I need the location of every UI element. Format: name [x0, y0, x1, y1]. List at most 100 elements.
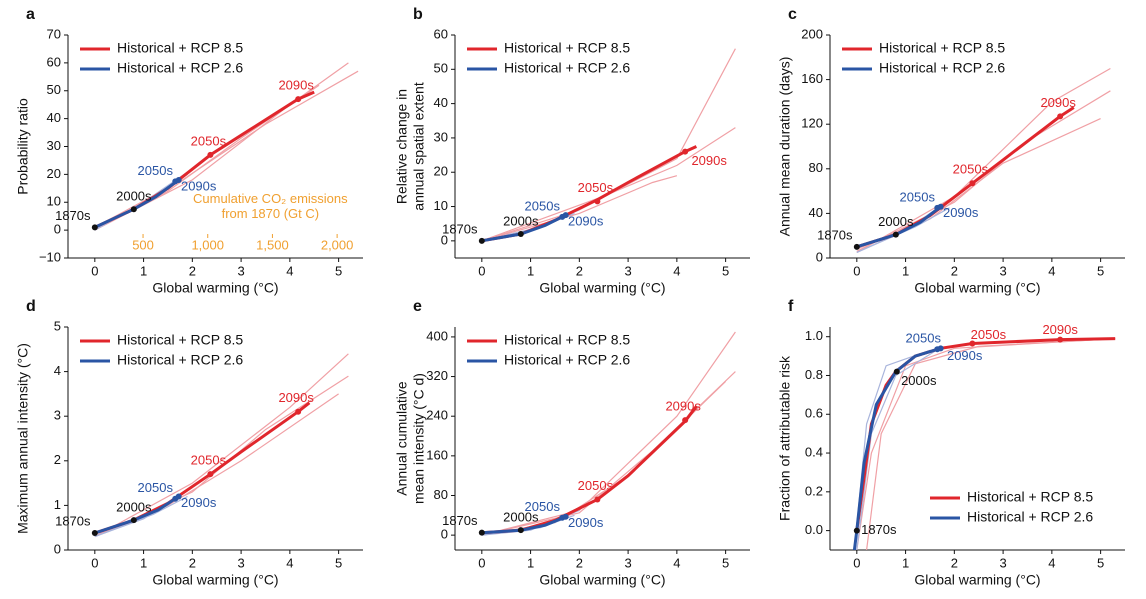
x-tick-label: 2	[576, 263, 583, 278]
decade-label: 2000s	[116, 189, 152, 204]
x-tick-label: 5	[335, 555, 342, 570]
y-tick-label: 160	[801, 71, 823, 86]
x-tick-label: 3	[624, 263, 631, 278]
x-tick-label: 2	[576, 555, 583, 570]
decade-label: 2000s	[116, 500, 152, 515]
x-axis-label: Global warming (°C)	[914, 280, 1040, 296]
x-tick-label: 2	[951, 555, 958, 570]
y-tick-label: 10	[434, 198, 448, 213]
decade-point	[562, 212, 569, 219]
y-tick-label: 0.8	[805, 367, 823, 382]
y-tick-label: 2	[54, 452, 61, 467]
decade-point	[207, 151, 214, 158]
panel: a −10 0 10 20 30 40 50 60 70 0 1 2 3 4 5 Global warming …	[15, 6, 363, 296]
legend-label: Historical + RCP 2.6	[504, 352, 630, 368]
y-tick-label: 60	[434, 26, 448, 41]
y-tick-label: 40	[47, 110, 61, 125]
decade-point	[91, 224, 98, 231]
ensemble-line	[481, 175, 678, 242]
x-tick-label: 2	[951, 263, 958, 278]
y-tick-label: 160	[426, 447, 448, 462]
decade-point	[937, 203, 944, 210]
mean-line	[94, 495, 180, 535]
panel-letter: c	[788, 6, 797, 23]
decade-label: 2000s	[878, 214, 914, 229]
decade-point	[1057, 336, 1064, 343]
mean-line	[856, 205, 942, 249]
y-tick-label: 1	[54, 497, 61, 512]
y-tick-label: 0	[441, 232, 448, 247]
ensemble-line	[856, 90, 1111, 252]
ensemble-line	[94, 353, 349, 538]
decade-point	[517, 230, 524, 237]
decade-label: 2090s	[1042, 322, 1078, 337]
legend-label: Historical + RCP 2.6	[117, 352, 243, 368]
decade-point	[175, 176, 182, 183]
decade-label: 2050s	[138, 163, 174, 178]
panel: b 0 10 20 30 40 50 60 0 1 2 3 4 5 Global warming (°C) R…	[394, 6, 750, 296]
x-tick-label: 1	[902, 555, 909, 570]
y-axis-label: Maximum annual intensity (°C)	[15, 343, 31, 534]
decade-label: 2090s	[665, 399, 701, 414]
x-tick-label: 5	[722, 555, 729, 570]
y-tick-label: 50	[434, 61, 448, 76]
y-tick-label: 20	[47, 166, 61, 181]
panel: f 0.0 0.2 0.4 0.6 0.8 1.0 0 1 2 3 4 5 Global warming …	[777, 298, 1125, 588]
y-tick-label: 240	[426, 408, 448, 423]
panel-letter: b	[413, 6, 423, 23]
x-tick-label: 1	[527, 263, 534, 278]
y-tick-label: 5	[54, 318, 61, 333]
y-axis-label: mean intensity (°C d)	[411, 373, 427, 504]
legend-label: Historical + RCP 8.5	[117, 40, 243, 56]
decade-label: 2050s	[578, 180, 614, 195]
x-tick-label: 0	[91, 263, 98, 278]
x-tick-label: 2	[189, 263, 196, 278]
legend-label: Historical + RCP 8.5	[967, 489, 1093, 505]
panel-letter: a	[26, 6, 35, 23]
decade-label: 2090s	[1040, 95, 1076, 110]
decade-point	[682, 417, 689, 424]
panel: e 0 80 160 240 320 400 0 1 2 3 4 5 Global warming (°C…	[394, 298, 750, 588]
decade-point	[562, 513, 569, 520]
y-tick-label: 30	[434, 129, 448, 144]
ensemble-line	[856, 118, 1101, 250]
y-tick-label: 0	[54, 541, 61, 556]
decade-label: 1870s	[817, 227, 853, 242]
x-tick-label: 1	[527, 555, 534, 570]
decade-label: 2050s	[953, 162, 989, 177]
y-tick-label: 400	[426, 328, 448, 343]
x2-tick-label: 500	[132, 237, 154, 252]
plot-area	[481, 48, 736, 243]
mean-line	[481, 515, 567, 535]
decade-label: 2050s	[525, 198, 561, 213]
x-tick-label: 1	[140, 263, 147, 278]
y-tick-label: 40	[809, 205, 823, 220]
ensemble-line	[481, 331, 736, 536]
ensemble-line	[856, 207, 950, 253]
y-tick-label: −10	[39, 249, 61, 264]
x-tick-label: 4	[673, 555, 680, 570]
y-tick-label: 50	[47, 82, 61, 97]
decade-label: 2050s	[900, 189, 936, 204]
decade-label: 2000s	[901, 373, 937, 388]
y-tick-label: 4	[54, 363, 61, 378]
x-axis-label: Global warming (°C)	[539, 572, 665, 588]
x-tick-label: 4	[286, 263, 293, 278]
decade-point	[517, 527, 524, 534]
decade-label: 2050s	[191, 133, 227, 148]
decade-label: 1870s	[55, 513, 91, 528]
panel-letter: f	[788, 298, 794, 315]
y-tick-label: 0	[816, 249, 823, 264]
decade-label: 2090s	[278, 78, 314, 93]
y-tick-label: 0.4	[805, 444, 823, 459]
panel: c 0 40 80 120 160 200 0 1 2 3 4 5 Global warming (°C)…	[777, 6, 1125, 296]
y-axis-label: Annual mean duration (days)	[777, 57, 793, 237]
x-tick-label: 3	[237, 263, 244, 278]
y-tick-label: 1.0	[805, 328, 823, 343]
decade-label: 2000s	[503, 510, 539, 525]
decade-label: 2090s	[947, 348, 983, 363]
y-tick-label: 120	[801, 116, 823, 131]
decade-point	[853, 243, 860, 250]
x-tick-label: 0	[478, 555, 485, 570]
